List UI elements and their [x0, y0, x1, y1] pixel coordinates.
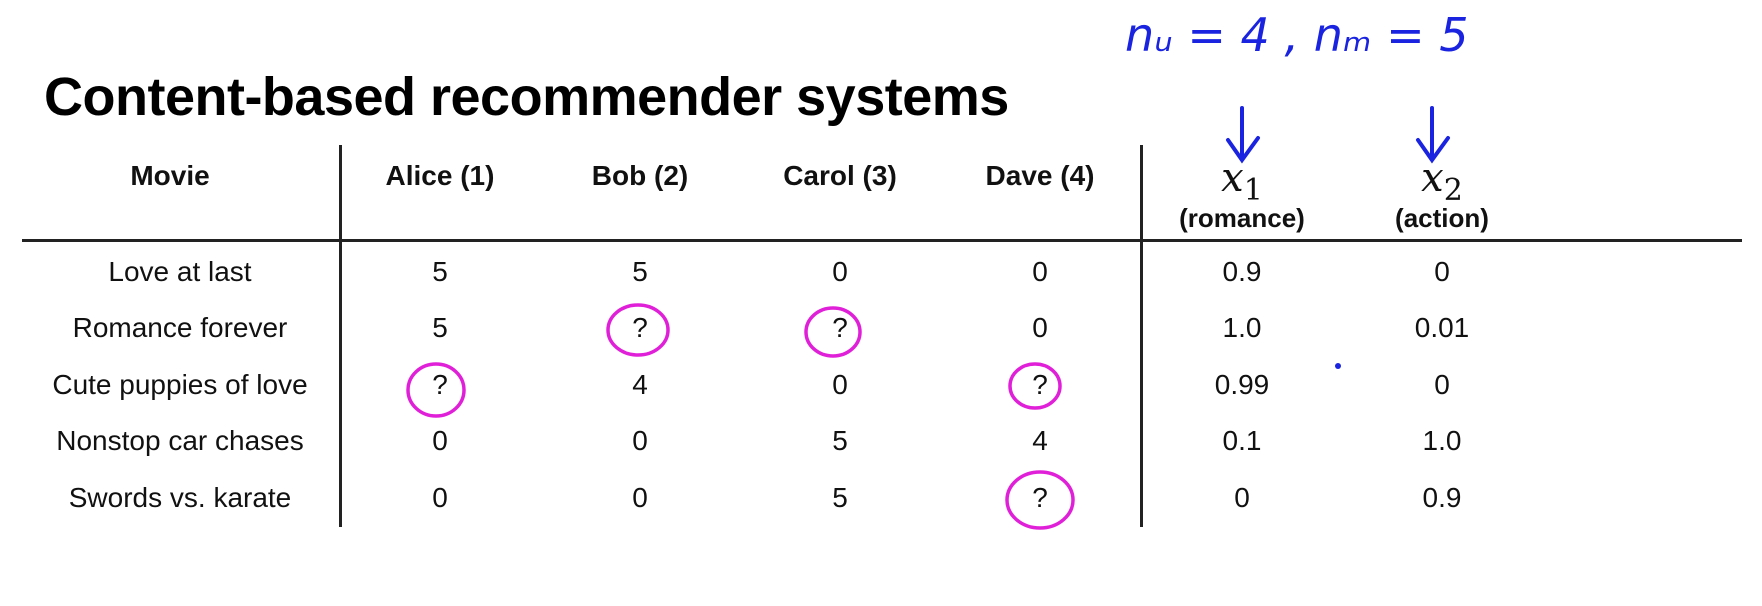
- rating-cell: 0: [632, 425, 648, 456]
- header-movie: Movie: [130, 160, 210, 191]
- header-divider: [22, 239, 1742, 242]
- rating-cell: 0: [1032, 256, 1048, 287]
- rating-cell: 4: [632, 369, 648, 400]
- missing-rating-circle: [406, 362, 466, 418]
- rating-cell: 4: [1032, 425, 1048, 456]
- rating-cell: 5: [832, 425, 848, 456]
- movie-title: Love at last: [108, 256, 252, 287]
- missing-rating-cell: ?: [432, 369, 448, 400]
- movie-title: Nonstop car chases: [56, 425, 304, 456]
- missing-rating-circle: [606, 303, 670, 357]
- header-user: Dave (4): [985, 160, 1095, 191]
- movie-column-divider: [339, 145, 342, 527]
- movie-title: Swords vs. karate: [68, 482, 292, 513]
- rating-cell: 0: [832, 369, 848, 400]
- slide-title: Content-based recommender systems: [44, 67, 1009, 127]
- down-arrow-icon: [1416, 106, 1450, 164]
- rating-cell: 5: [832, 482, 848, 513]
- rating-cell: 0: [632, 482, 648, 513]
- missing-rating-circle: [1005, 470, 1075, 530]
- feature-value-cell: 0: [1434, 369, 1450, 400]
- down-arrow-icon: [1226, 106, 1260, 164]
- feature-label-romance: (romance): [1179, 203, 1305, 233]
- header-user: Carol (3): [783, 160, 897, 191]
- feature-value-cell: 0.1: [1222, 425, 1262, 456]
- missing-rating-circle: [1008, 362, 1062, 410]
- rating-cell: 0: [832, 256, 848, 287]
- missing-rating-cell: ?: [632, 312, 648, 343]
- handwritten-annotation: nᵤ = 4 , nₘ = 5: [1125, 8, 1469, 62]
- feature-value-cell: 1.0: [1222, 312, 1262, 343]
- rating-cell: 0: [432, 425, 448, 456]
- feature-value-cell: 0: [1434, 256, 1450, 287]
- feature-value-cell: 0.99: [1214, 369, 1270, 400]
- header-user: Alice (1): [385, 160, 495, 191]
- rating-cell: 0: [432, 482, 448, 513]
- feature-label-action: (action): [1395, 203, 1489, 233]
- feature-symbol-x1: x1: [1221, 155, 1263, 208]
- feature-value-cell: 0.9: [1222, 256, 1262, 287]
- rating-cell: 5: [432, 312, 448, 343]
- movie-title: Cute puppies of love: [52, 369, 308, 400]
- feature-column-divider: [1140, 145, 1143, 527]
- rating-cell: 5: [432, 256, 448, 287]
- feature-value-cell: 1.0: [1422, 425, 1462, 456]
- feature-value-cell: 0: [1234, 482, 1250, 513]
- feature-symbol-x2: x2: [1421, 155, 1463, 208]
- header-user: Bob (2): [591, 160, 689, 191]
- movie-title: Romance forever: [72, 312, 288, 343]
- rating-cell: 0: [1032, 312, 1048, 343]
- missing-rating-circle: [804, 306, 862, 358]
- missing-rating-cell: ?: [1032, 369, 1048, 400]
- feature-value-cell: 0.01: [1414, 312, 1470, 343]
- missing-rating-cell: ?: [832, 312, 848, 343]
- missing-rating-cell: ?: [1032, 482, 1048, 513]
- rating-cell: 5: [632, 256, 648, 287]
- feature-value-cell: 0.9: [1422, 482, 1462, 513]
- ink-dot: [1335, 363, 1341, 369]
